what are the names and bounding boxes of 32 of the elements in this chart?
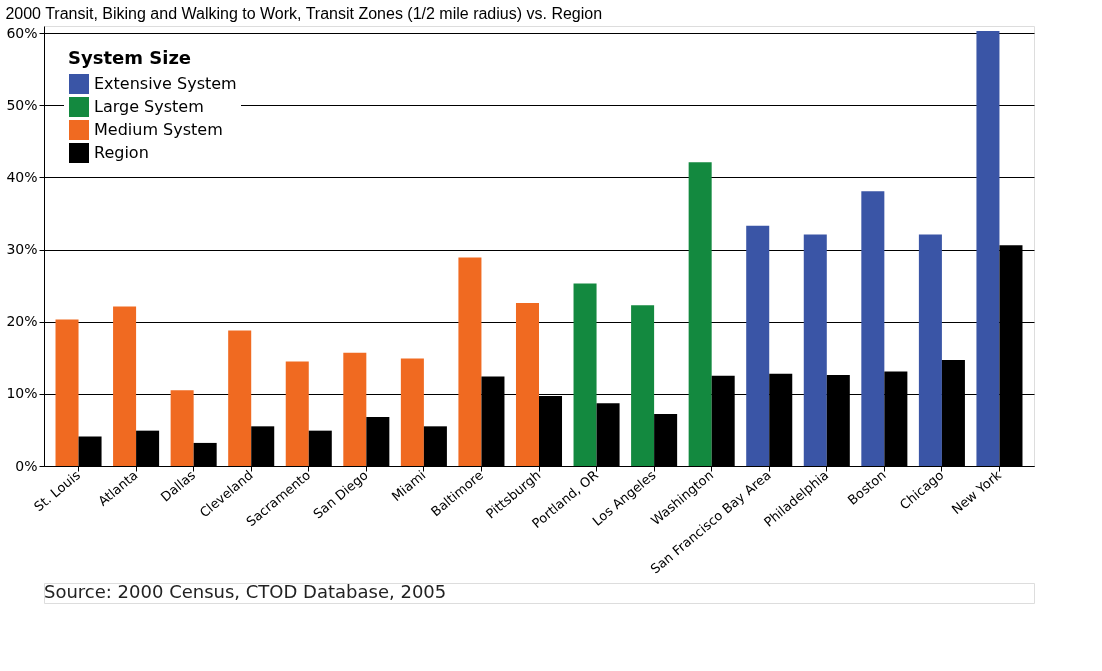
legend-label: Large System [94,97,204,116]
bar [458,257,482,466]
bar [170,390,194,466]
bar [861,191,885,466]
y-tick-label: 50% [6,96,38,113]
bar [113,306,137,466]
bar [803,234,827,466]
legend-label: Extensive System [94,74,237,93]
source-note: Source: 2000 Census, CTOD Database, 2005 [44,581,447,602]
bar [631,305,655,466]
x-tick-label: New York [948,467,1005,518]
y-tick-label: 20% [6,313,38,330]
y-tick-label: 0% [15,457,38,474]
y-tick-label: 40% [6,168,38,185]
bar [976,31,1000,466]
bar [285,361,309,466]
bar [688,162,712,466]
legend-title: System Size [68,47,192,68]
legend-label: Medium System [94,120,223,139]
bar [400,358,424,466]
y-tick-label: 10% [6,385,38,402]
legend-label: Region [94,143,149,162]
bar [573,283,597,466]
bar [343,352,367,466]
chart-title: 2000 Transit, Biking and Walking to Work, Transit Zones (1/2 mile radius) vs. Region [5,4,603,22]
bar [746,225,770,466]
bar [515,302,539,466]
y-tick-label: 60% [6,24,38,41]
bar [55,319,79,466]
bar [228,330,252,466]
bar [918,234,942,466]
y-tick-label: 30% [6,241,38,258]
